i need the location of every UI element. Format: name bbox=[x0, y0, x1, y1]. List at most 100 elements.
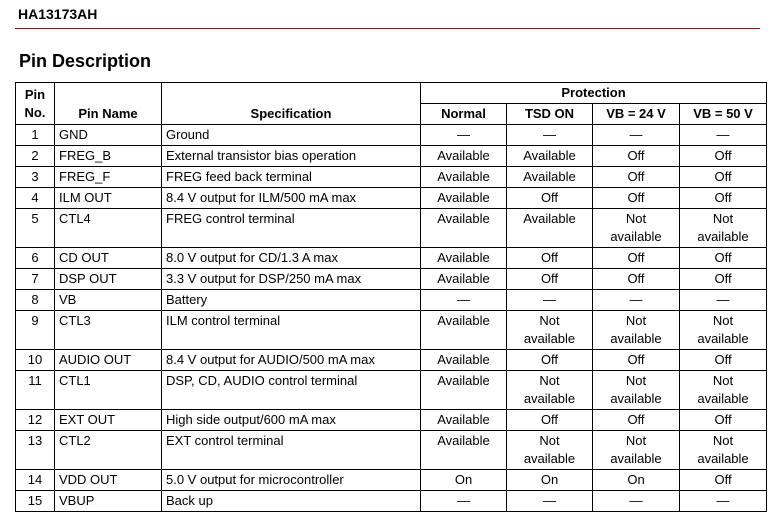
cell-text: Off bbox=[540, 352, 559, 367]
protection-cell: Available bbox=[420, 187, 507, 209]
pin-name-cell: CTL4 bbox=[54, 208, 162, 248]
protection-cell: Not available bbox=[678, 208, 768, 248]
table-row: 9 CTL3 ILM control terminal Available Not av… bbox=[15, 310, 768, 350]
cell-text: Available bbox=[523, 211, 576, 226]
cell-text: Available bbox=[437, 433, 490, 448]
cell-text: — bbox=[543, 127, 556, 142]
table-row: 11 CTL1 DSP, CD, AUDIO control terminal Ava… bbox=[15, 370, 768, 410]
pin-name-cell: DSP OUT bbox=[54, 268, 162, 290]
cell-text: Available bbox=[437, 148, 490, 163]
cell-text: Not available bbox=[697, 313, 749, 346]
pin-name-cell: VDD OUT bbox=[54, 469, 162, 491]
cell-text: Off bbox=[627, 190, 645, 205]
spec-cell: Battery bbox=[161, 289, 421, 311]
protection-cell: On bbox=[506, 469, 593, 491]
cell-text: — bbox=[629, 493, 643, 508]
protection-cell: Off bbox=[592, 409, 680, 431]
protection-cell: Available bbox=[420, 310, 507, 350]
header-cell: Specification bbox=[161, 82, 421, 125]
protection-cell: — bbox=[678, 124, 768, 146]
protection-cell: Not available bbox=[592, 208, 680, 248]
spec-cell: FREG control terminal bbox=[161, 208, 421, 248]
protection-cell: Not available bbox=[592, 370, 680, 410]
protection-cell: Off bbox=[592, 145, 680, 167]
protection-cell: — bbox=[506, 124, 593, 146]
protection-cell: — bbox=[506, 490, 593, 512]
header-cell: VB = 24 V bbox=[592, 103, 680, 125]
cell-text: Not available bbox=[610, 211, 662, 244]
cell-text: Available bbox=[523, 169, 576, 184]
cell-text: Off bbox=[540, 271, 559, 286]
protection-cell: On bbox=[420, 469, 507, 491]
protection-cell: Not available bbox=[592, 310, 680, 350]
cell-text: Not available bbox=[697, 433, 749, 466]
cell-text: — bbox=[629, 292, 643, 307]
cell-text: Available bbox=[437, 169, 490, 184]
cell-text: Off bbox=[714, 169, 732, 184]
protection-cell: Off bbox=[678, 145, 768, 167]
pin-name-cell: GND bbox=[54, 124, 162, 146]
cell-text: Available bbox=[437, 211, 490, 226]
spec-cell: External transistor bias operation bbox=[161, 145, 421, 167]
cell-text: — bbox=[716, 493, 730, 508]
protection-cell: Not available bbox=[506, 430, 593, 470]
pin-no-cell: 10 bbox=[15, 349, 55, 371]
protection-cell: Available bbox=[420, 247, 507, 269]
table-row: 4 ILM OUT 8.4 V output for ILM/500 mA max A… bbox=[15, 187, 768, 209]
protection-cell: Off bbox=[678, 166, 768, 188]
protection-cell: — bbox=[506, 289, 593, 311]
protection-cell: Available bbox=[420, 268, 507, 290]
pin-name-cell: AUDIO OUT bbox=[54, 349, 162, 371]
spec-cell: 8.4 V output for ILM/500 mA max bbox=[161, 187, 421, 209]
protection-cell: — bbox=[420, 124, 507, 146]
spec-cell: FREG feed back terminal bbox=[161, 166, 421, 188]
protection-cell: — bbox=[420, 490, 507, 512]
header-row: Pin No. Pin Name Specification Protection bbox=[15, 82, 768, 125]
spec-cell: 3.3 V output for DSP/250 mA max bbox=[161, 268, 421, 290]
cell-text: — bbox=[716, 127, 730, 142]
pin-no-cell: 6 bbox=[15, 247, 55, 269]
pin-name-cell: CD OUT bbox=[54, 247, 162, 269]
cell-text: Off bbox=[627, 352, 645, 367]
cell-text: — bbox=[629, 127, 643, 142]
protection-cell: — bbox=[592, 289, 680, 311]
table-row: 2 FREG_B External transistor bias operatio… bbox=[15, 145, 768, 167]
pin-name-cell: FREG_F bbox=[54, 166, 162, 188]
pin-no-cell: 7 bbox=[15, 268, 55, 290]
protection-cell: Off bbox=[506, 247, 593, 269]
pin-no-cell: 12 bbox=[15, 409, 55, 431]
cell-text: Off bbox=[627, 148, 645, 163]
protection-cell: Off bbox=[678, 349, 768, 371]
cell-text: Not available bbox=[610, 373, 662, 406]
pin-name-cell: VB bbox=[54, 289, 162, 311]
table-row: 8 VB Battery — — — — bbox=[15, 289, 768, 311]
protection-cell: Off bbox=[678, 409, 768, 431]
spec-cell: EXT control terminal bbox=[161, 430, 421, 470]
table-row: 1 GND Ground — — — — bbox=[15, 124, 768, 146]
pin-no-cell: 15 bbox=[15, 490, 55, 512]
protection-cell: Off bbox=[678, 247, 768, 269]
cell-text: Not available bbox=[697, 211, 749, 244]
pin-name-cell: CTL2 bbox=[54, 430, 162, 470]
protection-cell: Available bbox=[420, 145, 507, 167]
cell-text: Off bbox=[714, 472, 732, 487]
spec-cell: 8.4 V output for AUDIO/500 mA max bbox=[161, 349, 421, 371]
protection-cell: Available bbox=[420, 166, 507, 188]
header-cell: Protection bbox=[419, 82, 768, 104]
protection-cell: On bbox=[592, 469, 680, 491]
spec-cell: Back up bbox=[161, 490, 421, 512]
pin-name-cell: ILM OUT bbox=[54, 187, 162, 209]
protection-cell: — bbox=[678, 490, 768, 512]
protection-cell: Not available bbox=[678, 310, 768, 350]
pin-no-cell: 4 bbox=[15, 187, 55, 209]
header-cell: TSD ON bbox=[506, 103, 593, 125]
cell-text: Not available bbox=[610, 433, 662, 466]
pin-name-cell: FREG_B bbox=[54, 145, 162, 167]
spec-cell: DSP, CD, AUDIO control terminal bbox=[161, 370, 421, 410]
pin-name-cell: CTL1 bbox=[54, 370, 162, 410]
cell-text: Off bbox=[714, 190, 732, 205]
table-row: 5 CTL4 FREG control terminal Available Avail… bbox=[15, 208, 768, 248]
pin-no-cell: 5 bbox=[15, 208, 55, 248]
cell-text: Off bbox=[714, 271, 732, 286]
